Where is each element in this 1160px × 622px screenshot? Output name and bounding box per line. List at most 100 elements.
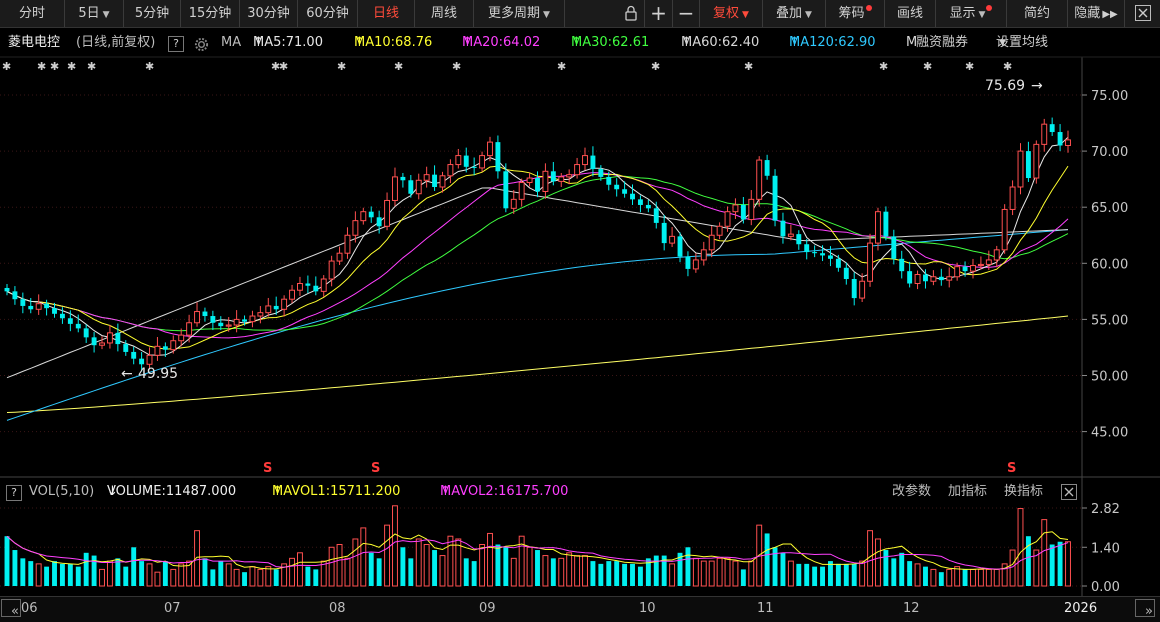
zoom-in-button[interactable]: + [645, 0, 673, 27]
volume-bar-down [851, 563, 857, 586]
overlay-label: 叠加 [776, 6, 803, 21]
tab-60min[interactable]: 60分钟 [298, 0, 358, 27]
volume-bar-up [233, 568, 240, 587]
event-star-icon: ✱ [145, 60, 154, 73]
settings-gear-button[interactable] [194, 35, 209, 63]
simple-mode-button[interactable]: 简约 [1007, 0, 1068, 27]
candle-body-down [883, 211, 889, 237]
candle-body-down [677, 236, 683, 257]
margin-trading-button[interactable]: 融资融券 [916, 35, 969, 50]
hide-button[interactable]: 隐藏 ▶▶ [1068, 0, 1125, 27]
candle-body-down [685, 256, 691, 269]
candle-body-up [146, 354, 153, 365]
zoom-out-button[interactable]: − [673, 0, 700, 27]
candle-body-down [622, 189, 628, 194]
volume-bar-up [186, 560, 193, 587]
volume-bar-down [637, 566, 643, 586]
ma20-text: MA20:64.02 [462, 35, 541, 50]
tab-weekly[interactable]: 周线 [415, 0, 474, 27]
candle-body-down [764, 160, 770, 176]
volume-bar-down [820, 566, 825, 586]
overlay-dropdown[interactable]: 叠加 ▼ [763, 0, 826, 27]
volume-bar-down [677, 552, 683, 586]
price-tick-label: 75.00 [1091, 89, 1128, 104]
candle-body-up [336, 252, 343, 262]
event-star-icon: ✱ [2, 60, 11, 73]
candle-body-up [99, 342, 105, 346]
lock-button[interactable] [618, 0, 645, 27]
volume-bar-down [12, 550, 18, 586]
tab-15min[interactable]: 15分钟 [181, 0, 240, 27]
chips-button[interactable]: 筹码 [826, 0, 885, 27]
event-star-icon: ✱ [394, 60, 403, 73]
volume-bar-up [297, 552, 303, 587]
volume-bar-up [289, 557, 295, 587]
candle-body-down [408, 180, 414, 194]
volume-bar-up [985, 568, 992, 587]
tab-daily[interactable]: 日线 [358, 0, 415, 27]
volume-bar-up [1017, 508, 1024, 587]
volume-bar-down [503, 547, 509, 586]
more-periods-dropdown[interactable]: 更多周期 ▼ [474, 0, 565, 27]
volume-bar-down [218, 561, 224, 586]
volume-bar-up [178, 563, 185, 587]
volume-bar-up [328, 546, 335, 587]
volume-bar-up [35, 563, 42, 587]
add-indicator-button[interactable]: 加指标 [948, 484, 988, 499]
volume-bar-down [59, 563, 65, 586]
tab-intraday[interactable]: 分时 [0, 0, 65, 27]
chevron-down-icon: ▼ [978, 10, 986, 20]
volume-bar-up [479, 544, 486, 587]
tab-5min[interactable]: 5分钟 [124, 0, 181, 27]
event-star-icon: ✱ [67, 60, 76, 73]
candle-body-up [289, 289, 295, 300]
ma30-line [6, 175, 1069, 332]
candle-body-down [740, 204, 746, 220]
candle-body-up [518, 182, 525, 200]
volume-bar-up [914, 563, 921, 587]
tab-60min-label: 60分钟 [306, 6, 349, 21]
month-label: 11 [757, 601, 774, 616]
close-button[interactable] [1125, 0, 1160, 27]
volume-bar-up [875, 538, 881, 587]
switch-indicator-button[interactable]: 换指标 [1004, 484, 1044, 499]
ma30-text: MA30:62.61 [571, 35, 650, 50]
volume-bar-up [724, 557, 731, 587]
period-toolbar: 分时 5日 ▼ 5分钟 15分钟 30分钟 60分钟 日线 周线 更多周期 ▼ + … [0, 0, 1160, 28]
volume-bar-down [606, 561, 612, 586]
tab-5day[interactable]: 5日 ▼ [65, 0, 124, 27]
volume-bar-up [344, 557, 351, 587]
mavol1-text: MAVOL1:15711.200 [272, 484, 401, 499]
edit-params-button[interactable]: 改参数 [892, 484, 932, 499]
candle-body-down [899, 258, 905, 272]
volume-bar-down [685, 547, 691, 586]
adjust-dropdown[interactable]: 复权 ▼ [700, 0, 763, 27]
draw-line-button[interactable]: 画线 [885, 0, 936, 27]
volume-bar-down [242, 572, 247, 586]
volume-bar-up [106, 560, 113, 587]
candle-body-up [265, 305, 272, 314]
volume-bar-up [1041, 519, 1048, 587]
close-volume-button[interactable] [1060, 483, 1078, 509]
chart-mode: (日线,前复权) [76, 35, 156, 50]
candle-body-down [463, 155, 469, 167]
scroll-left-button[interactable]: « [1, 599, 21, 619]
display-dropdown[interactable]: 显示 ▼ [936, 0, 1007, 27]
tab-30min[interactable]: 30分钟 [240, 0, 298, 27]
volume-bar-down [891, 558, 897, 586]
scroll-right-button[interactable]: » [1135, 599, 1155, 619]
candle-body-up [977, 263, 984, 267]
event-star-icon: ✱ [879, 60, 888, 73]
volume-bar-down [812, 566, 818, 586]
candle-body-up [352, 220, 359, 236]
month-label: 08 [329, 601, 346, 616]
volume-bar-down [408, 558, 414, 586]
volume-bar-up [716, 557, 723, 587]
arrow-up-icon: ↑ [462, 35, 473, 50]
volume-bar-down [923, 566, 928, 586]
arrow-up-icon: ↑ [571, 35, 582, 50]
candle-body-down [67, 318, 73, 324]
volume-bar-down [313, 569, 319, 586]
chevron-down-icon: ▼ [102, 10, 110, 20]
